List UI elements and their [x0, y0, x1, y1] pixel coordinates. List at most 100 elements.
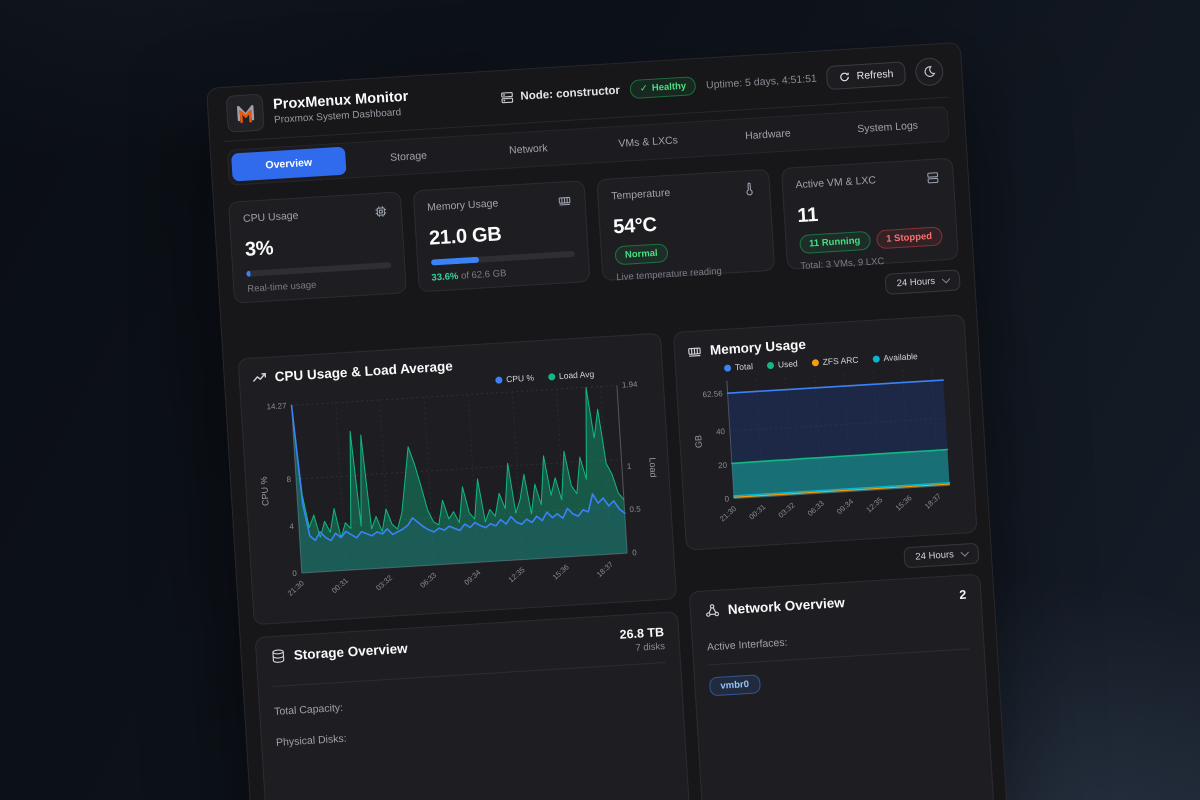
legend-dot-cpu	[494, 375, 503, 384]
tab-storage[interactable]: Storage	[389, 149, 428, 164]
svg-text:62.56: 62.56	[702, 389, 723, 399]
left-column: CPU Usage & Load Average CPU % Load Avg …	[237, 332, 697, 800]
cpu-chip-icon	[373, 204, 388, 224]
servers-icon	[925, 170, 940, 190]
chevron-down-icon	[941, 274, 951, 284]
cpu-load-chart-card: CPU Usage & Load Average CPU % Load Avg …	[237, 332, 678, 626]
temperature-value: 54°C	[612, 213, 658, 239]
memory-usage-card: Memory Usage 21.0 GB 33.6% of 62.6 GB	[412, 180, 591, 293]
network-row-active-interfaces: Active Interfaces:	[706, 636, 788, 654]
svg-text:0.5: 0.5	[629, 504, 641, 514]
storage-disks-value: 7 disks	[635, 641, 666, 654]
svg-text:4: 4	[289, 522, 295, 531]
memory-icon	[687, 343, 703, 359]
svg-text:8: 8	[286, 475, 292, 484]
memory-card-label: Memory Usage	[426, 197, 499, 214]
svg-text:15:36: 15:36	[551, 562, 571, 581]
cpu-progress	[246, 262, 391, 277]
legend-dot-used	[766, 361, 775, 369]
legend-dot-load	[547, 372, 556, 381]
temperature-card-label: Temperature	[611, 186, 671, 203]
svg-text:0: 0	[292, 569, 298, 578]
svg-text:21:30: 21:30	[286, 579, 306, 598]
theme-toggle-button[interactable]	[914, 56, 945, 87]
node-label: Node: constructor	[520, 84, 621, 103]
uptime-text: Uptime: 5 days, 4:51:51	[705, 72, 818, 91]
temperature-caption: Live temperature reading	[616, 266, 723, 284]
storage-summary: 26.8 TB 7 disks	[619, 625, 665, 655]
svg-text:06:33: 06:33	[806, 499, 826, 518]
memory-value: 21.0 GB	[428, 223, 503, 250]
memory-chart: 62.56 40 20 021:30 00:31 03:32 06:33 09:34 12:35…	[693, 368, 951, 523]
svg-text:00:31: 00:31	[330, 576, 350, 595]
network-active-count: 2	[958, 587, 967, 602]
health-badge: ✓ Healthy	[629, 75, 697, 100]
storage-row-physical-disks: Physical Disks:	[275, 732, 347, 749]
disk-icon	[270, 648, 286, 664]
charts-area: CPU Usage & Load Average CPU % Load Avg …	[237, 314, 999, 800]
refresh-button[interactable]: Refresh	[826, 60, 907, 90]
header-status-cluster: Node: constructor ✓ Healthy Uptime: 5 da…	[500, 56, 945, 111]
tab-network[interactable]: Network	[508, 142, 548, 157]
legend-dot-zfs-arc	[811, 358, 819, 367]
cpu-card-label: CPU Usage	[242, 209, 299, 225]
svg-text:09:34: 09:34	[835, 497, 855, 516]
header-bar: ProxMenux Monitor Proxmox System Dashboa…	[221, 43, 949, 142]
tab-hardware[interactable]: Hardware	[744, 127, 791, 143]
tab-system-logs[interactable]: System Logs	[857, 119, 919, 136]
network-title: Network Overview	[727, 594, 846, 618]
brand: ProxMenux Monitor Proxmox System Dashboa…	[225, 85, 410, 133]
svg-text:12:35: 12:35	[507, 565, 527, 584]
dashboard-window: ProxMenux Monitor Proxmox System Dashboa…	[206, 41, 1018, 800]
temperature-card: Temperature 54°C Normal Live temperature…	[596, 168, 775, 284]
storage-overview-card: Storage Overview 26.8 TB 7 disks Total C…	[254, 611, 697, 800]
svg-text:15:36: 15:36	[894, 493, 914, 512]
svg-text:00:31: 00:31	[747, 502, 767, 521]
moon-icon	[924, 66, 935, 78]
time-range-select[interactable]: 24 Hours	[885, 269, 961, 295]
svg-text:1.94: 1.94	[622, 380, 639, 390]
storage-title: Storage Overview	[293, 640, 409, 663]
svg-text:Load: Load	[647, 457, 658, 478]
tab-vms-lxcs[interactable]: VMs & LXCs	[618, 134, 679, 150]
interface-pill[interactable]: vmbr0	[708, 674, 761, 697]
svg-text:18:37: 18:37	[595, 560, 615, 579]
refresh-icon	[840, 72, 850, 81]
memory-chart-title: Memory Usage	[709, 336, 807, 358]
active-vm-lxc-card: Active VM & LXC 11 11 Running 1 Stopped …	[780, 157, 959, 273]
network-icon	[704, 603, 720, 619]
node-indicator: Node: constructor	[500, 83, 620, 104]
vm-count-value: 11	[796, 203, 819, 228]
memory-progress	[430, 250, 575, 266]
tab-overview[interactable]: Overview	[231, 146, 347, 182]
svg-text:CPU %: CPU %	[259, 476, 271, 506]
chevron-down-icon	[960, 548, 970, 557]
svg-text:GB: GB	[693, 435, 704, 449]
storage-row-total-capacity: Total Capacity:	[273, 701, 344, 718]
svg-text:03:32: 03:32	[777, 501, 797, 520]
vm-card-label: Active VM & LXC	[795, 174, 877, 192]
trending-up-icon	[251, 370, 267, 386]
memory-caption: 33.6% of 62.6 GB	[431, 268, 507, 284]
proxmenux-logo	[225, 93, 265, 133]
svg-text:14.27: 14.27	[266, 401, 287, 411]
legend-dot-total	[723, 363, 732, 372]
svg-text:12:35: 12:35	[864, 495, 884, 514]
svg-text:1: 1	[627, 462, 633, 471]
vms-stopped-badge: 1 Stopped	[875, 226, 943, 250]
cpu-caption: Real-time usage	[247, 279, 317, 295]
svg-text:40: 40	[716, 427, 726, 437]
check-icon: ✓	[639, 82, 649, 95]
network-overview-card: Network Overview 2 Active Interfaces: vm…	[688, 573, 999, 800]
vms-running-badge: 11 Running	[798, 230, 871, 255]
temperature-status-badge: Normal	[614, 243, 669, 266]
svg-text:20: 20	[718, 461, 728, 471]
cpu-value: 3%	[244, 237, 274, 261]
time-range-select-2[interactable]: 24 Hours	[903, 542, 980, 569]
vm-caption: Total: 3 VMs, 9 LXC	[800, 256, 885, 273]
svg-text:21:30: 21:30	[718, 504, 738, 523]
svg-text:06:33: 06:33	[418, 571, 438, 590]
svg-text:09:34: 09:34	[462, 568, 482, 587]
